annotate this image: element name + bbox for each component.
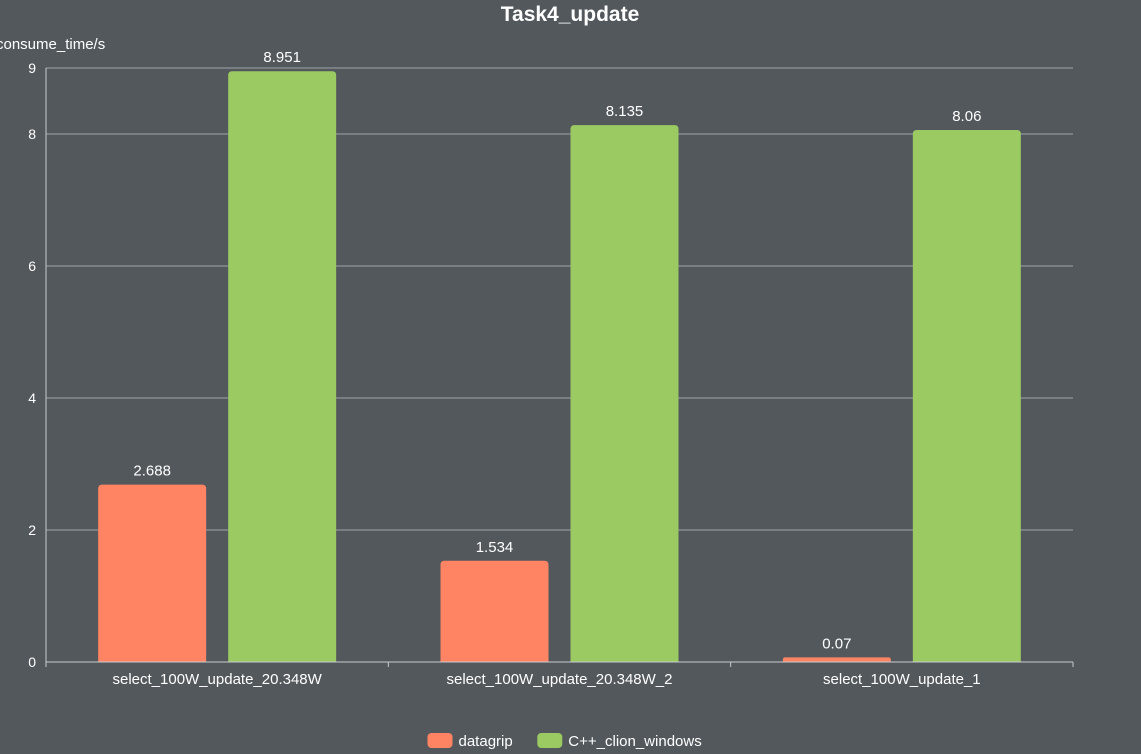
axes: 0 2 4 6 8 9 select_100W_update_20.348W select_1… xyxy=(28,60,1074,688)
legend-label: C++_clion_windows xyxy=(568,733,701,750)
x-category-label: select_100W_update_1 xyxy=(823,671,981,688)
y-tick-label: 6 xyxy=(28,258,36,274)
bar-datagrip[interactable] xyxy=(782,657,891,662)
bar-c-clion-windows[interactable] xyxy=(912,130,1021,663)
x-category-label: select_100W_update_20.348W_2 xyxy=(447,671,673,688)
legend-item-c-clion-windows[interactable]: C++_clion_windows xyxy=(537,733,702,750)
bar-c-clion-windows[interactable] xyxy=(570,125,679,663)
data-labels: 2.688 8.951 1.534 8.135 0.07 8.06 xyxy=(133,49,981,652)
legend-item-datagrip[interactable]: datagrip xyxy=(427,733,513,750)
legend-swatch xyxy=(537,733,563,748)
bars xyxy=(98,71,1021,663)
y-tick-label: 9 xyxy=(28,60,36,76)
bar-value-label: 0.07 xyxy=(822,635,851,652)
gridlines xyxy=(46,67,1073,531)
y-axis-title: consume_time/s xyxy=(0,36,105,53)
bar-value-label: 8.951 xyxy=(263,49,301,66)
chart-title: Task4_update xyxy=(501,3,640,26)
bar-value-label: 8.135 xyxy=(606,103,644,120)
legend-swatch xyxy=(427,733,453,748)
bar-datagrip[interactable] xyxy=(98,484,207,662)
y-tick-label: 8 xyxy=(28,126,36,142)
bar-value-label: 8.06 xyxy=(952,108,981,125)
x-category-label: select_100W_update_20.348W xyxy=(113,671,323,688)
y-tick-label: 0 xyxy=(28,654,36,670)
y-tick-label: 2 xyxy=(28,522,36,538)
legend-label: datagrip xyxy=(459,733,513,750)
legend[interactable]: datagrip C++_clion_windows xyxy=(427,733,702,750)
bar-value-label: 2.688 xyxy=(133,463,171,480)
bar-datagrip[interactable] xyxy=(440,560,549,662)
bar-value-label: 1.534 xyxy=(476,539,514,556)
y-tick-label: 4 xyxy=(28,390,36,406)
bar-c-clion-windows[interactable] xyxy=(228,71,337,662)
